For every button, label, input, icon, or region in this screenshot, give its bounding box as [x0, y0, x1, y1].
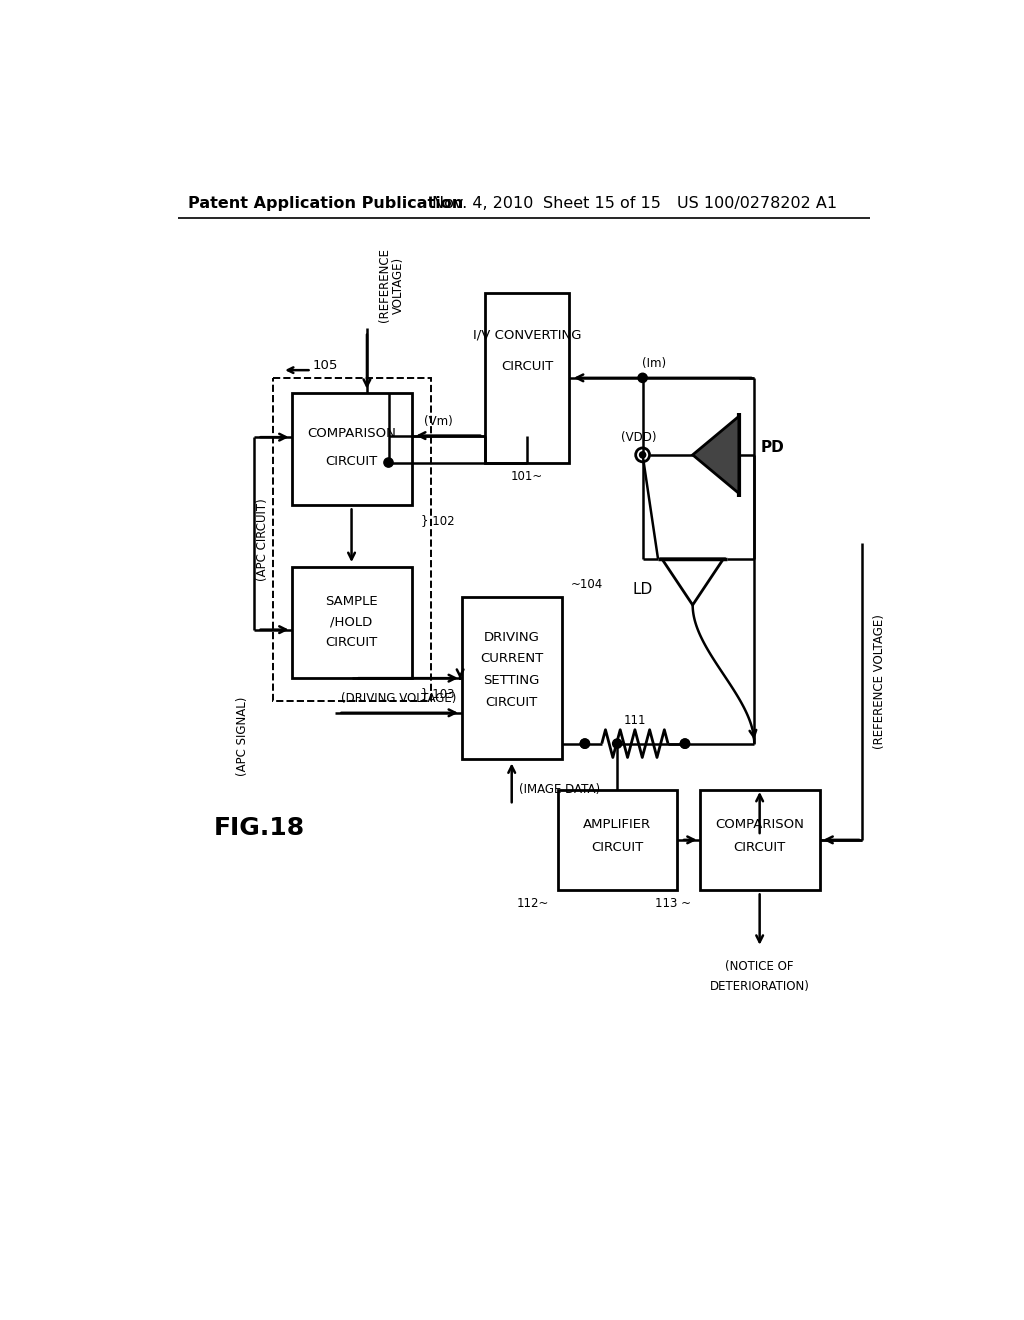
- Text: DRIVING: DRIVING: [483, 631, 540, 644]
- Text: SETTING: SETTING: [483, 675, 540, 686]
- Bar: [292, 566, 412, 678]
- Text: CIRCUIT: CIRCUIT: [733, 841, 785, 854]
- Circle shape: [680, 739, 689, 748]
- Circle shape: [581, 739, 590, 748]
- Text: 111: 111: [624, 714, 646, 727]
- Text: COMPARISON: COMPARISON: [715, 818, 804, 832]
- Text: ~104: ~104: [571, 578, 603, 591]
- Text: (REFERENCE VOLTAGE): (REFERENCE VOLTAGE): [872, 615, 886, 750]
- Circle shape: [384, 458, 393, 467]
- Text: CURRENT: CURRENT: [480, 652, 544, 665]
- Text: US 100/0278202 A1: US 100/0278202 A1: [677, 195, 838, 211]
- Text: CIRCUIT: CIRCUIT: [326, 636, 378, 649]
- Circle shape: [581, 739, 590, 748]
- Bar: [700, 789, 819, 890]
- Circle shape: [680, 739, 689, 748]
- Text: LD: LD: [633, 582, 652, 597]
- Text: (APC CIRCUIT): (APC CIRCUIT): [256, 498, 268, 581]
- Text: AMPLIFIER: AMPLIFIER: [583, 818, 651, 832]
- Text: } 102: } 102: [421, 513, 455, 527]
- Text: 101~: 101~: [511, 470, 544, 483]
- Text: Sheet 15 of 15: Sheet 15 of 15: [543, 195, 660, 211]
- Text: 113 ~: 113 ~: [655, 898, 691, 911]
- Bar: [292, 393, 412, 504]
- Text: CIRCUIT: CIRCUIT: [591, 841, 643, 854]
- Text: (Vm): (Vm): [424, 416, 453, 428]
- Text: Nov. 4, 2010: Nov. 4, 2010: [432, 195, 534, 211]
- Circle shape: [612, 739, 622, 748]
- Text: (NOTICE OF: (NOTICE OF: [725, 961, 794, 973]
- Circle shape: [640, 451, 646, 458]
- Text: 112~: 112~: [516, 898, 549, 911]
- Text: (IMAGE DATA): (IMAGE DATA): [519, 783, 600, 796]
- Text: PD: PD: [761, 440, 784, 454]
- Text: SAMPLE: SAMPLE: [326, 594, 378, 607]
- Polygon shape: [692, 416, 739, 494]
- Bar: [462, 597, 562, 759]
- Text: Patent Application Publication: Patent Application Publication: [188, 195, 464, 211]
- Text: FIG.18: FIG.18: [214, 816, 305, 841]
- Text: (DRIVING VOLTAGE): (DRIVING VOLTAGE): [341, 693, 456, 705]
- Text: (REFERENCE: (REFERENCE: [378, 248, 391, 322]
- Bar: [484, 293, 569, 462]
- Text: /HOLD: /HOLD: [331, 615, 373, 628]
- Text: 105: 105: [313, 359, 338, 372]
- Text: I/V CONVERTING: I/V CONVERTING: [473, 329, 582, 342]
- Text: (VDD): (VDD): [621, 432, 656, 445]
- Text: VOLTAGE): VOLTAGE): [391, 257, 404, 314]
- Text: CIRCUIT: CIRCUIT: [485, 696, 538, 709]
- Text: COMPARISON: COMPARISON: [307, 426, 396, 440]
- Circle shape: [638, 374, 647, 383]
- Text: CIRCUIT: CIRCUIT: [501, 360, 553, 372]
- Text: CIRCUIT: CIRCUIT: [326, 454, 378, 467]
- Bar: [273, 378, 431, 701]
- Text: (APC SIGNAL): (APC SIGNAL): [237, 696, 250, 776]
- Bar: [558, 789, 677, 890]
- Text: DETERIORATION): DETERIORATION): [710, 979, 810, 993]
- Text: (Im): (Im): [642, 358, 667, 371]
- Text: } 103: } 103: [421, 686, 455, 700]
